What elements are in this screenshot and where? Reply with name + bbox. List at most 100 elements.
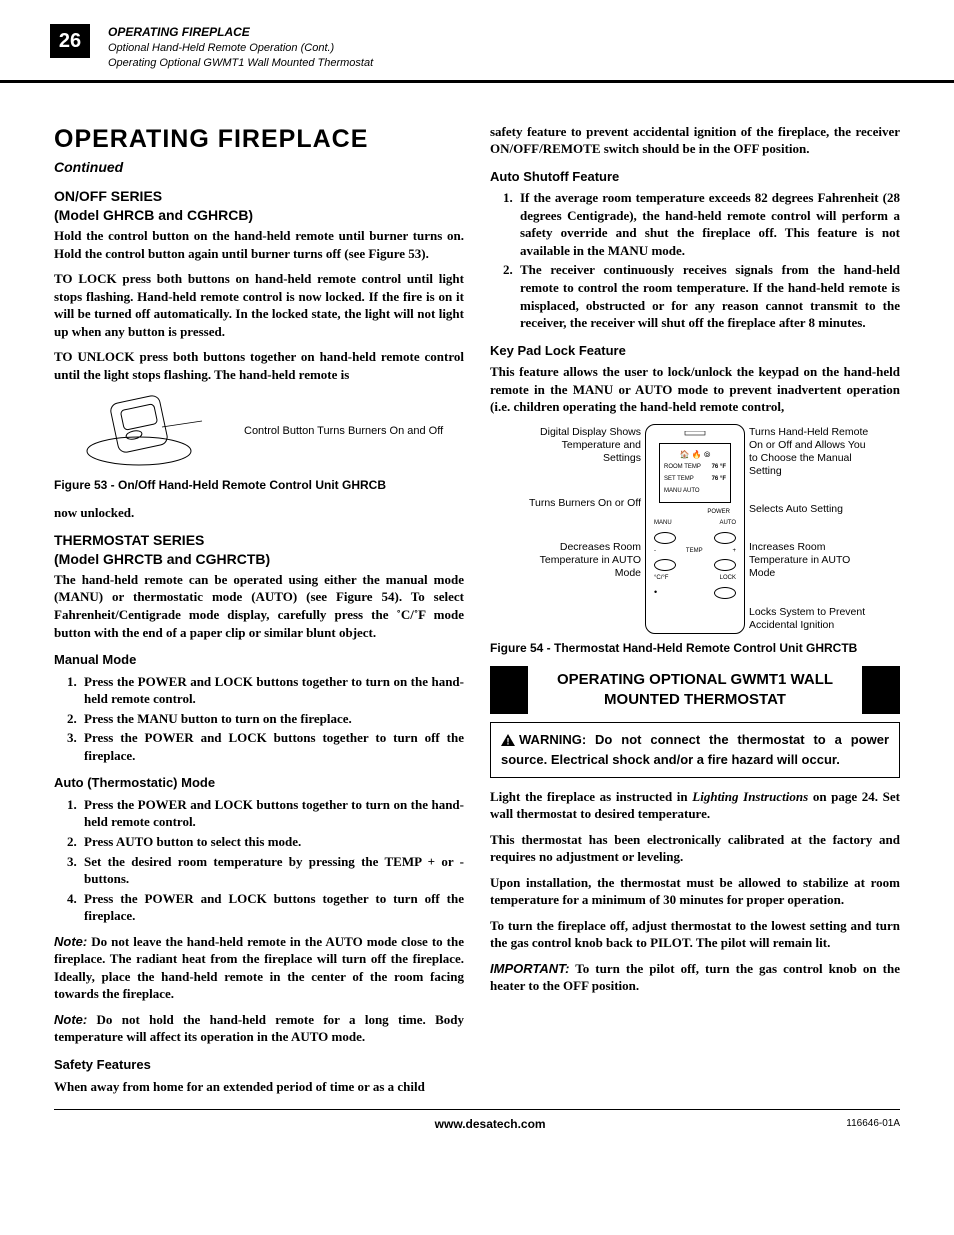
auto-shutoff-list: If the average room temperature exceeds …	[490, 189, 900, 331]
manual-mode-heading: Manual Mode	[54, 651, 464, 669]
black-square-left	[490, 666, 528, 715]
screen-val: 76 °F	[712, 476, 726, 484]
fig54-label: Increases Room Temperature in AUTO Mode	[749, 541, 869, 580]
power-label: POWER	[654, 509, 736, 517]
list-item: Press AUTO button to select this mode.	[80, 833, 464, 851]
list-item: Press the MANU button to turn on the fir…	[80, 710, 464, 728]
header-breadcrumb: OPERATING FIREPLACE Optional Hand-Held R…	[108, 24, 373, 72]
right-p4: Upon installation, the thermostat must b…	[490, 874, 900, 909]
onoff-p2: TO LOCK press both buttons on hand-held …	[54, 270, 464, 340]
plus-btn	[714, 559, 736, 571]
plus-label: +	[732, 548, 736, 556]
cf-label: °C/°F	[654, 575, 668, 583]
onoff-p3: TO UNLOCK press both buttons together on…	[54, 348, 464, 383]
header-line3: Operating Optional GWMT1 Wall Mounted Th…	[108, 56, 373, 71]
auto-btn	[714, 532, 736, 544]
onoff-p1: Hold the control button on the hand-held…	[54, 227, 464, 262]
keypad-lock-heading: Key Pad Lock Feature	[490, 342, 900, 360]
footer-code: 116646-01A	[846, 1117, 900, 1131]
minus-btn	[654, 559, 676, 571]
h2b: THERMOSTAT SERIES	[54, 532, 204, 548]
screen-row: MANU AUTO	[664, 488, 726, 496]
list-item: Set the desired room temperature by pres…	[80, 853, 464, 888]
auto-shutoff-heading: Auto Shutoff Feature	[490, 168, 900, 186]
continued-label: Continued	[54, 158, 464, 177]
screen-row: ROOM TEMP	[664, 464, 701, 472]
note2-prefix: Note:	[54, 1012, 87, 1027]
fig54-label: Locks System to Prevent Accidental Ignit…	[749, 606, 869, 632]
note1: Note: Do not leave the hand-held remote …	[54, 933, 464, 1003]
thermostat-series-heading: THERMOSTAT SERIES (Model GHRCTB and CGHR…	[54, 531, 464, 569]
keypad-lock-text: This feature allows the user to lock/unl…	[490, 363, 900, 416]
remote-illustration	[84, 391, 234, 471]
lock-btn	[714, 587, 736, 599]
fig54-left-labels: Digital Display Shows Temperature and Se…	[521, 424, 641, 634]
footer-url: www.desatech.com	[435, 1116, 546, 1132]
right-column: safety feature to prevent accidental ign…	[490, 123, 900, 1096]
ir-icon	[665, 431, 725, 437]
warning-box: ! WARNING: Do not connect the thermostat…	[490, 722, 900, 777]
h2a-sub: (Model GHRCB and CGHRCB)	[54, 207, 253, 223]
p2a: Light the fireplace as instructed in	[490, 789, 692, 804]
page-header: 26 OPERATING FIREPLACE Optional Hand-Hel…	[0, 0, 954, 83]
right-p2: Light the fireplace as instructed in Lig…	[490, 788, 900, 823]
figure-54: Digital Display Shows Temperature and Se…	[490, 424, 900, 634]
auto-label: AUTO	[719, 520, 736, 528]
onoff-series-heading: ON/OFF SERIES (Model GHRCB and CGHRCB)	[54, 187, 464, 225]
safety-features-heading: Safety Features	[54, 1056, 464, 1074]
black-square-right	[862, 666, 900, 715]
wall-thermostat-title: OPERATING OPTIONAL GWMT1 WALL MOUNTED TH…	[528, 666, 862, 715]
fig54-caption: Figure 54 - Thermostat Hand-Held Remote …	[490, 640, 900, 656]
page-footer: www.desatech.com 116646-01A	[54, 1109, 900, 1162]
list-item: If the average room temperature exceeds …	[516, 189, 900, 259]
temp-label: TEMP	[686, 548, 703, 556]
remote-screen: 🏠 🔥 ⦾ ROOM TEMP76 °F SET TEMP76 °F MANU …	[659, 443, 731, 503]
warning-icon: !	[501, 733, 515, 751]
note1-text: Do not leave the hand-held remote in the…	[54, 934, 464, 1002]
lock-label: LOCK	[720, 575, 736, 583]
note1-prefix: Note:	[54, 934, 87, 949]
list-item: Press the POWER and LOCK buttons togethe…	[80, 890, 464, 925]
note2: Note: Do not hold the hand-held remote f…	[54, 1011, 464, 1046]
p2b: Lighting Instructions	[692, 789, 808, 804]
screen-val: 76 °F	[712, 464, 726, 472]
list-item: Press the POWER and LOCK buttons togethe…	[80, 673, 464, 708]
manu-btn	[654, 532, 676, 544]
fig54-right-labels: Turns Hand-Held Remote On or Off and All…	[749, 424, 869, 634]
figure-53: Control Button Turns Burners On and Off	[84, 391, 464, 471]
h2a: ON/OFF SERIES	[54, 188, 162, 204]
auto-mode-list: Press the POWER and LOCK buttons togethe…	[54, 796, 464, 925]
note2-text: Do not hold the hand-held remote for a l…	[54, 1012, 464, 1045]
fig53-callout: Control Button Turns Burners On and Off	[244, 424, 443, 438]
header-line1: OPERATING FIREPLACE	[108, 24, 373, 41]
fig54-label: Turns Burners On or Off	[529, 497, 641, 510]
right-p1: safety feature to prevent accidental ign…	[490, 123, 900, 158]
manual-mode-list: Press the POWER and LOCK buttons togethe…	[54, 673, 464, 765]
warning-prefix: WARNING:	[519, 732, 595, 747]
important-note: IMPORTANT: To turn the pilot off, turn t…	[490, 960, 900, 995]
thermo-p4: The hand-held remote can be operated usi…	[54, 571, 464, 641]
list-item: The receiver continuously receives signa…	[516, 261, 900, 331]
header-line2: Optional Hand-Held Remote Operation (Con…	[108, 41, 373, 56]
fig54-remote-diagram: 🏠 🔥 ⦾ ROOM TEMP76 °F SET TEMP76 °F MANU …	[645, 424, 745, 634]
minus-label: -	[654, 548, 656, 556]
now-unlocked: now unlocked.	[54, 504, 464, 522]
fig53-caption: Figure 53 - On/Off Hand-Held Remote Cont…	[54, 477, 464, 493]
fig54-label: Selects Auto Setting	[749, 503, 869, 516]
h2b-sub: (Model GHRCTB and CGHRCTB)	[54, 551, 270, 567]
fig54-label: Turns Hand-Held Remote On or Off and All…	[749, 426, 869, 479]
auto-mode-heading: Auto (Thermostatic) Mode	[54, 774, 464, 792]
right-p5: To turn the fireplace off, adjust thermo…	[490, 917, 900, 952]
left-column: OPERATING FIREPLACE Continued ON/OFF SER…	[54, 123, 464, 1096]
important-prefix: IMPORTANT:	[490, 961, 569, 976]
content-two-column: OPERATING FIREPLACE Continued ON/OFF SER…	[0, 95, 954, 1096]
screen-row: SET TEMP	[664, 476, 694, 484]
page-number: 26	[50, 24, 90, 58]
list-item: Press the POWER and LOCK buttons togethe…	[80, 729, 464, 764]
manu-label: MANU	[654, 520, 672, 528]
right-p3: This thermostat has been electronically …	[490, 831, 900, 866]
svg-text:!: !	[507, 737, 510, 747]
main-heading: OPERATING FIREPLACE	[54, 123, 464, 157]
list-item: Press the POWER and LOCK buttons togethe…	[80, 796, 464, 831]
fig54-label: Decreases Room Temperature in AUTO Mode	[521, 541, 641, 580]
